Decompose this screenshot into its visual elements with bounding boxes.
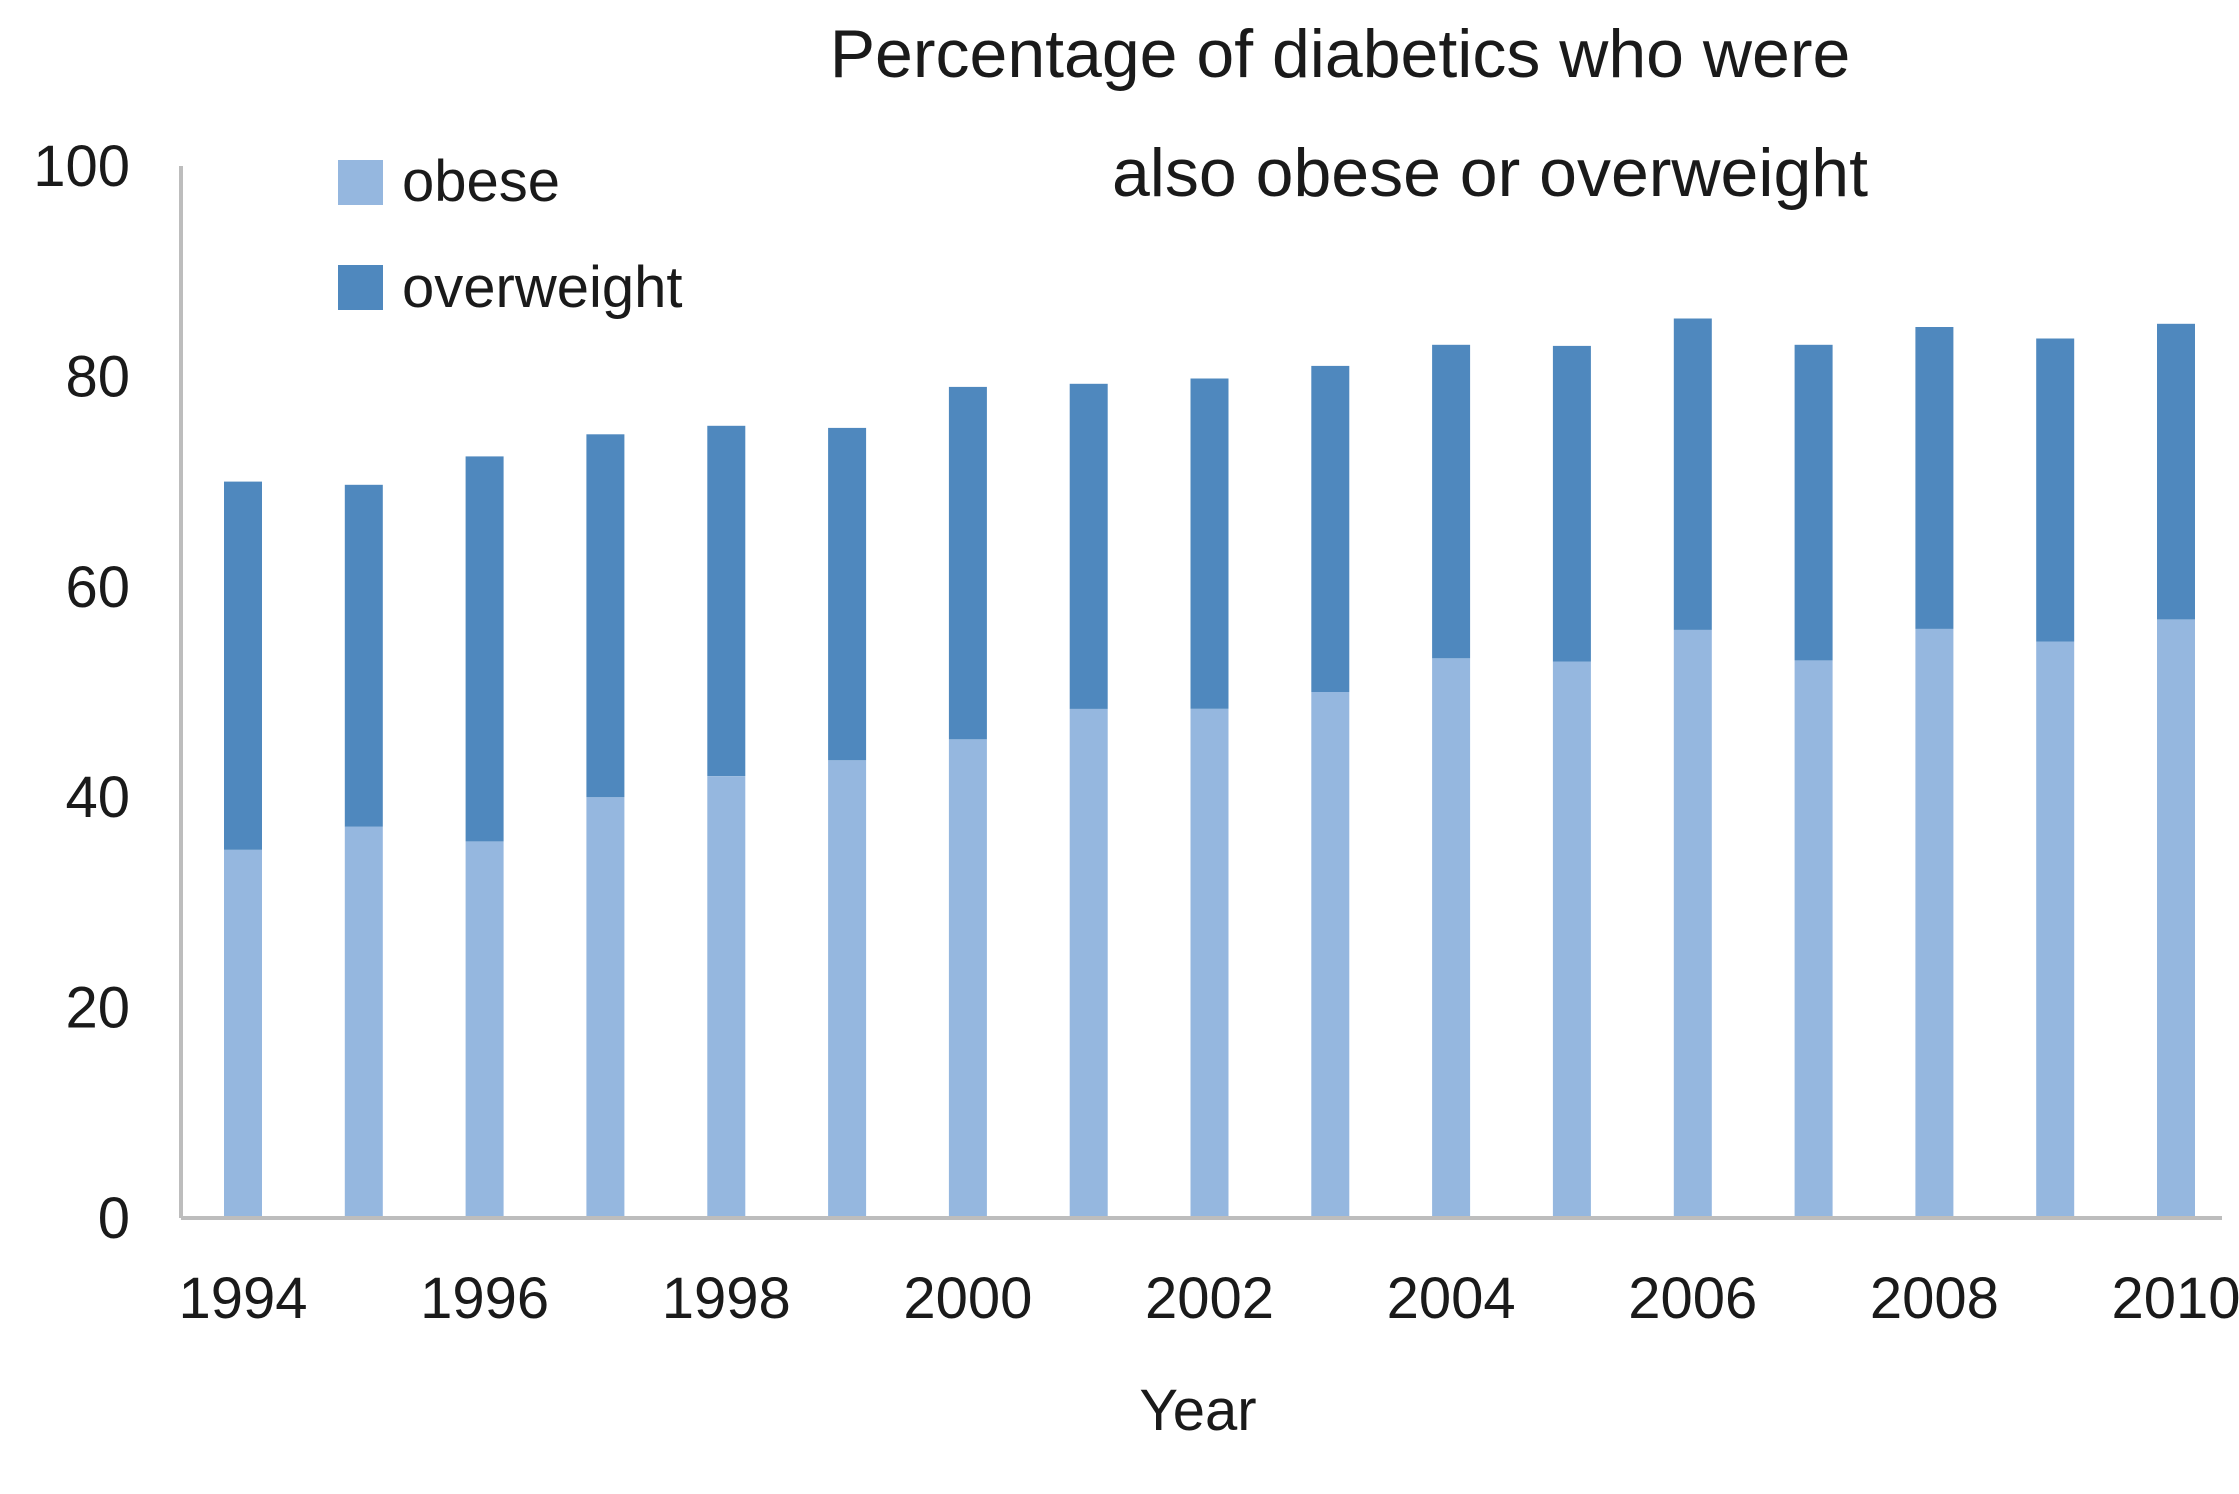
- bar-overweight-2002: [1190, 378, 1229, 709]
- bar-overweight-2010: [2157, 323, 2195, 620]
- bar-overweight-1994: [224, 481, 262, 850]
- bar-obese-1996: [465, 841, 504, 1218]
- x-tick-label-1994: 1994: [178, 1266, 307, 1331]
- x-tick-label-2006: 2006: [1628, 1266, 1757, 1331]
- bar-obese-1999: [828, 760, 867, 1218]
- bar-overweight-1995: [344, 484, 383, 827]
- bar-overweight-2007: [1794, 344, 1833, 661]
- bar-obese-2001: [1069, 708, 1108, 1218]
- y-tick-label-100: 100: [33, 134, 130, 199]
- y-tick-label-20: 20: [65, 976, 130, 1041]
- x-axis-title: Year: [1139, 1378, 1256, 1443]
- legend: obese overweight: [338, 149, 682, 320]
- bar-obese-2002: [1190, 708, 1229, 1218]
- x-tick-label-2000: 2000: [903, 1266, 1032, 1331]
- bar-overweight-1998: [707, 425, 746, 777]
- bar-obese-1997: [586, 797, 625, 1218]
- bar-obese-2008: [1915, 628, 1954, 1218]
- y-tick-label-0: 0: [98, 1186, 130, 1251]
- x-tick-label-1996: 1996: [420, 1266, 549, 1331]
- y-tick-label-60: 60: [65, 555, 130, 620]
- y-tick-label-80: 80: [65, 344, 130, 409]
- bar-obese-2007: [1794, 660, 1833, 1218]
- legend-label-obese: obese: [402, 149, 560, 214]
- bar-obese-2010: [2157, 619, 2195, 1218]
- bar-obese-2000: [948, 739, 987, 1218]
- bars-group: [224, 318, 2195, 1218]
- x-tick-label-2004: 2004: [1387, 1266, 1516, 1331]
- bar-overweight-2006: [1673, 318, 1712, 630]
- bar-obese-1998: [707, 776, 746, 1218]
- bar-overweight-1996: [465, 456, 504, 842]
- legend-label-overweight: overweight: [402, 255, 682, 320]
- bar-overweight-2003: [1311, 365, 1350, 692]
- x-axis-ticks: 1994 1996 1998 2000 2002 2004 2006 2008 2010: [178, 1266, 2239, 1331]
- bar-overweight-1997: [586, 434, 625, 798]
- bar-obese-2005: [1552, 661, 1591, 1218]
- bar-obese-2003: [1311, 692, 1350, 1218]
- y-axis-ticks: 0 20 40 60 80 100: [33, 134, 130, 1251]
- bar-obese-1995: [344, 826, 383, 1218]
- bar-obese-2004: [1432, 658, 1471, 1218]
- y-tick-label-40: 40: [65, 765, 130, 830]
- x-tick-label-1998: 1998: [662, 1266, 791, 1331]
- bar-overweight-2000: [948, 386, 987, 740]
- x-tick-label-2010: 2010: [2111, 1266, 2239, 1331]
- legend-swatch-obese: [338, 160, 383, 205]
- bar-overweight-2004: [1432, 344, 1471, 659]
- chart-title-line-2: also obese or overweight: [1112, 135, 1868, 211]
- bar-overweight-2008: [1915, 327, 1954, 629]
- bar-overweight-2009: [2036, 338, 2075, 642]
- bar-overweight-1999: [828, 427, 867, 761]
- x-tick-label-2008: 2008: [1870, 1266, 1999, 1331]
- legend-swatch-overweight: [338, 265, 383, 310]
- x-tick-label-2002: 2002: [1145, 1266, 1274, 1331]
- bar-obese-2006: [1673, 629, 1712, 1218]
- bar-overweight-2005: [1552, 345, 1591, 662]
- chart-title-line-1: Percentage of diabetics who were: [830, 16, 1851, 92]
- bar-obese-2009: [2036, 641, 2075, 1218]
- bar-overweight-2001: [1069, 383, 1108, 709]
- bar-obese-1994: [224, 849, 262, 1218]
